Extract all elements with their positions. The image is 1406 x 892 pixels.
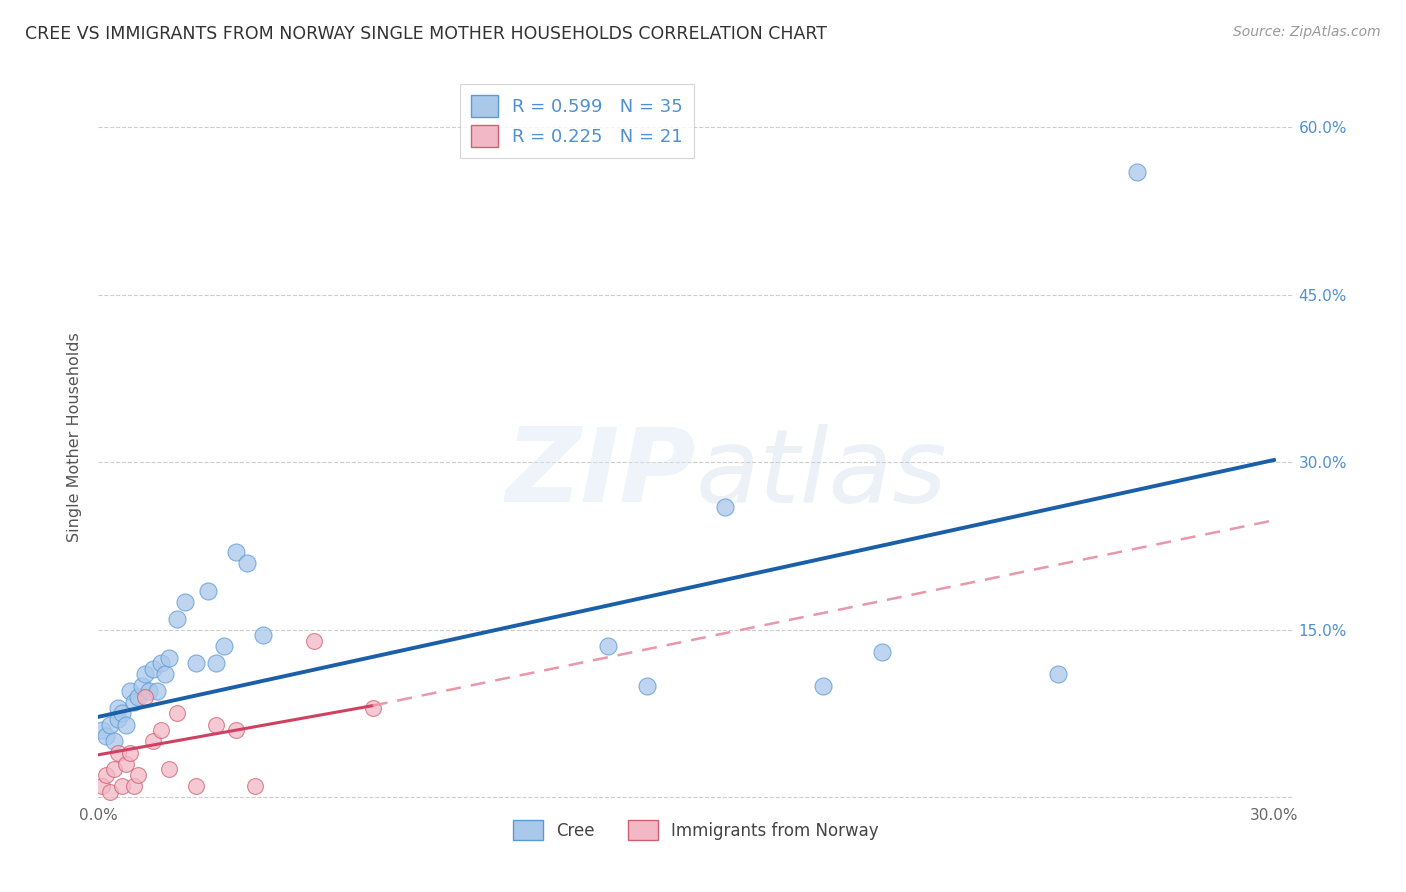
Point: [118, 746, 141, 760]
Point: [197, 583, 219, 598]
Point: [111, 779, 134, 793]
Point: [1047, 667, 1070, 681]
Point: [142, 662, 165, 676]
Point: [166, 706, 188, 721]
Text: Source: ZipAtlas.com: Source: ZipAtlas.com: [1233, 25, 1381, 39]
Point: [153, 667, 176, 681]
Point: [186, 779, 208, 793]
Text: atlas: atlas: [696, 424, 948, 524]
Point: [91, 779, 114, 793]
Point: [150, 723, 173, 738]
Point: [636, 679, 658, 693]
Point: [361, 701, 384, 715]
Point: [225, 723, 247, 738]
Point: [103, 734, 125, 748]
Point: [96, 768, 118, 782]
Point: [115, 756, 138, 771]
Point: [205, 657, 228, 671]
Point: [714, 500, 737, 514]
Y-axis label: Single Mother Households: Single Mother Households: [67, 332, 83, 542]
Point: [243, 779, 266, 793]
Point: [127, 768, 149, 782]
Point: [173, 595, 195, 609]
Point: [205, 717, 228, 731]
Point: [122, 779, 145, 793]
Point: [146, 684, 169, 698]
Point: [107, 701, 129, 715]
Point: [134, 690, 156, 704]
Point: [225, 544, 247, 558]
Point: [166, 611, 188, 625]
Point: [91, 723, 114, 738]
Point: [134, 667, 156, 681]
Point: [150, 657, 173, 671]
Point: [1126, 165, 1149, 179]
Point: [813, 679, 835, 693]
Point: [115, 717, 138, 731]
Point: [302, 633, 325, 648]
Point: [98, 784, 121, 798]
Point: [107, 746, 129, 760]
Point: [107, 712, 129, 726]
Point: [236, 556, 259, 570]
Point: [252, 628, 274, 642]
Point: [96, 729, 118, 743]
Point: [131, 679, 153, 693]
Point: [118, 684, 141, 698]
Point: [157, 762, 180, 776]
Text: CREE VS IMMIGRANTS FROM NORWAY SINGLE MOTHER HOUSEHOLDS CORRELATION CHART: CREE VS IMMIGRANTS FROM NORWAY SINGLE MO…: [25, 25, 827, 43]
Point: [122, 695, 145, 709]
Point: [596, 640, 619, 654]
Legend: Cree, Immigrants from Norway: Cree, Immigrants from Norway: [506, 814, 886, 847]
Point: [98, 717, 121, 731]
Text: ZIP: ZIP: [505, 423, 696, 524]
Point: [870, 645, 893, 659]
Point: [157, 650, 180, 665]
Point: [138, 684, 160, 698]
Point: [212, 640, 235, 654]
Point: [127, 690, 149, 704]
Point: [186, 657, 208, 671]
Point: [103, 762, 125, 776]
Point: [111, 706, 134, 721]
Point: [142, 734, 165, 748]
